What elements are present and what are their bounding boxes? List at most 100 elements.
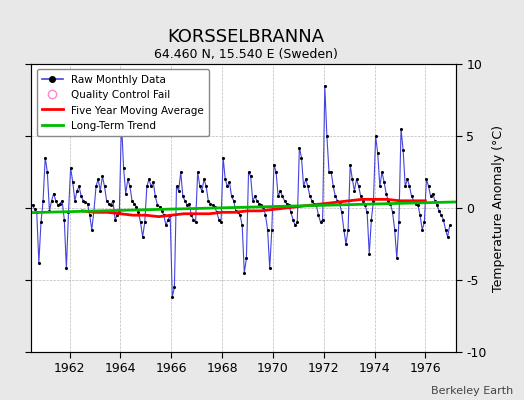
- Point: [198, 188, 206, 194]
- Point: [83, 200, 92, 207]
- Point: [335, 200, 344, 207]
- Point: [193, 169, 202, 175]
- Point: [399, 147, 407, 154]
- Point: [236, 212, 244, 218]
- Point: [202, 183, 210, 190]
- Point: [303, 183, 312, 190]
- Point: [321, 82, 329, 89]
- Point: [26, 200, 35, 207]
- Point: [376, 183, 384, 190]
- Point: [62, 265, 71, 272]
- Point: [386, 200, 395, 207]
- Point: [30, 206, 39, 213]
- Point: [297, 154, 305, 161]
- Point: [333, 198, 342, 204]
- Point: [259, 203, 268, 210]
- Point: [107, 202, 115, 208]
- Point: [219, 154, 227, 161]
- Point: [316, 219, 325, 226]
- Point: [132, 203, 140, 210]
- Point: [361, 202, 369, 208]
- Point: [266, 265, 274, 272]
- Point: [435, 208, 443, 214]
- Point: [289, 216, 297, 223]
- Point: [73, 188, 81, 194]
- Point: [156, 203, 164, 210]
- Point: [181, 198, 189, 204]
- Point: [183, 202, 191, 208]
- Point: [346, 162, 354, 168]
- Point: [100, 183, 108, 190]
- Point: [359, 198, 367, 204]
- Point: [56, 200, 64, 207]
- Point: [122, 190, 130, 197]
- Point: [92, 183, 100, 190]
- Point: [441, 226, 450, 233]
- Point: [136, 219, 145, 226]
- Point: [221, 176, 230, 182]
- Point: [374, 150, 382, 156]
- Point: [130, 200, 138, 207]
- Point: [225, 179, 234, 185]
- Point: [291, 222, 299, 228]
- Point: [39, 198, 47, 204]
- Point: [445, 222, 454, 228]
- Point: [174, 188, 183, 194]
- Point: [18, 159, 26, 165]
- Point: [166, 212, 174, 218]
- Point: [96, 188, 104, 194]
- Point: [382, 190, 390, 197]
- Point: [195, 183, 204, 190]
- Point: [329, 183, 337, 190]
- Point: [64, 209, 73, 216]
- Point: [244, 169, 253, 175]
- Point: [443, 234, 452, 240]
- Point: [342, 241, 350, 247]
- Point: [215, 216, 223, 223]
- Point: [401, 183, 409, 190]
- Point: [397, 126, 405, 132]
- Point: [337, 209, 346, 216]
- Point: [149, 179, 157, 185]
- Point: [354, 183, 363, 190]
- Point: [301, 176, 310, 182]
- Point: [325, 169, 333, 175]
- Point: [319, 216, 327, 223]
- Point: [191, 219, 200, 226]
- Point: [67, 164, 75, 171]
- Point: [209, 202, 217, 208]
- Point: [153, 202, 161, 208]
- Point: [408, 193, 416, 200]
- Legend: Raw Monthly Data, Quality Control Fail, Five Year Moving Average, Long-Term Tren: Raw Monthly Data, Quality Control Fail, …: [37, 69, 209, 136]
- Point: [85, 212, 94, 218]
- Point: [71, 198, 79, 204]
- Point: [255, 200, 263, 207]
- Point: [158, 208, 166, 214]
- Point: [390, 226, 399, 233]
- Text: 64.460 N, 15.540 E (Sweden): 64.460 N, 15.540 E (Sweden): [155, 48, 338, 61]
- Point: [264, 226, 272, 233]
- Point: [278, 193, 287, 200]
- Point: [126, 183, 134, 190]
- Point: [134, 209, 143, 216]
- Text: Berkeley Earth: Berkeley Earth: [431, 386, 514, 396]
- Point: [151, 193, 159, 200]
- Point: [418, 226, 427, 233]
- Point: [305, 193, 314, 200]
- Point: [238, 222, 246, 228]
- Point: [250, 193, 259, 200]
- Point: [49, 190, 58, 197]
- Point: [372, 133, 380, 139]
- Point: [272, 169, 280, 175]
- Point: [94, 176, 102, 182]
- Point: [422, 176, 431, 182]
- Point: [223, 183, 232, 190]
- Point: [261, 212, 270, 218]
- Point: [145, 176, 153, 182]
- Point: [98, 173, 106, 180]
- Point: [179, 193, 187, 200]
- Point: [109, 198, 117, 204]
- Point: [143, 183, 151, 190]
- Point: [405, 183, 413, 190]
- Point: [81, 199, 90, 206]
